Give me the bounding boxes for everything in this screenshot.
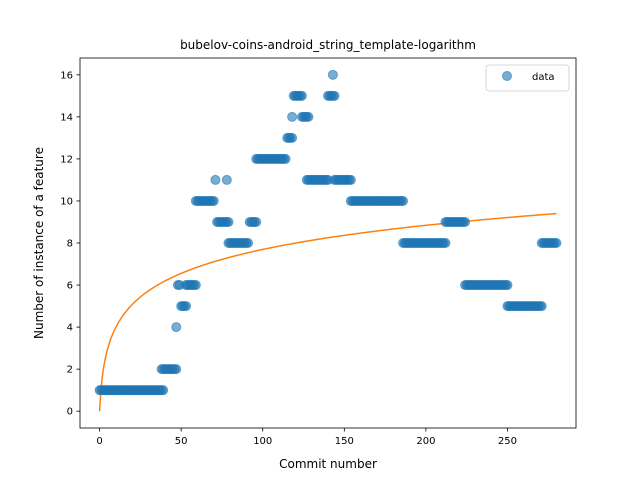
data-point bbox=[296, 90, 307, 101]
data-point bbox=[181, 301, 192, 312]
x-tick-label: 0 bbox=[96, 436, 102, 447]
data-point bbox=[327, 69, 338, 80]
legend-marker-data bbox=[502, 71, 512, 81]
data-point bbox=[440, 238, 451, 248]
data-point bbox=[171, 364, 182, 375]
data-point bbox=[345, 174, 356, 185]
data-point bbox=[210, 174, 221, 185]
data-point bbox=[158, 385, 169, 396]
x-tick-label: 50 bbox=[175, 436, 188, 447]
data-point bbox=[329, 90, 340, 101]
y-tick-label: 16 bbox=[60, 70, 73, 81]
x-axis-ticks: 0 50 100 150 200 250 bbox=[96, 428, 517, 447]
data-point bbox=[171, 322, 182, 333]
data-point bbox=[280, 153, 291, 164]
y-axis-ticks: 0 2 4 6 8 10 12 14 16 bbox=[60, 70, 80, 418]
data-point bbox=[303, 111, 314, 122]
points-layer bbox=[94, 69, 562, 396]
data-point bbox=[208, 195, 219, 206]
y-axis-label: Number of instance of a feature bbox=[32, 147, 46, 339]
y-tick-label: 4 bbox=[67, 323, 73, 334]
legend: data bbox=[485, 64, 570, 92]
data-point bbox=[551, 238, 562, 248]
data-point bbox=[287, 111, 298, 122]
x-tick-label: 150 bbox=[335, 436, 354, 447]
chart-title: bubelov-coins-android_string_template-lo… bbox=[180, 38, 476, 52]
legend-label-data: data bbox=[532, 72, 555, 83]
data-point bbox=[502, 280, 513, 291]
plot-area bbox=[80, 58, 576, 428]
y-tick-label: 12 bbox=[60, 154, 73, 165]
data-point bbox=[243, 238, 254, 248]
legend-box bbox=[485, 64, 570, 92]
data-point bbox=[223, 216, 234, 227]
data-point bbox=[221, 174, 232, 185]
y-tick-label: 0 bbox=[67, 407, 73, 418]
x-tick-label: 250 bbox=[498, 436, 517, 447]
y-tick-label: 2 bbox=[67, 365, 73, 376]
data-point bbox=[190, 280, 201, 291]
y-tick-label: 10 bbox=[60, 196, 73, 207]
data-point bbox=[287, 132, 298, 143]
data-point bbox=[536, 301, 547, 312]
y-tick-label: 6 bbox=[67, 281, 73, 292]
x-tick-label: 200 bbox=[416, 436, 435, 447]
fit-layer bbox=[98, 212, 557, 412]
fit-curve-line bbox=[98, 212, 557, 412]
data-point bbox=[460, 216, 471, 227]
y-tick-label: 8 bbox=[67, 239, 73, 250]
data-point bbox=[251, 216, 262, 227]
x-axis-label: Commit number bbox=[279, 457, 377, 471]
x-tick-label: 100 bbox=[253, 436, 272, 447]
y-tick-label: 14 bbox=[60, 112, 73, 123]
data-point bbox=[398, 195, 409, 206]
